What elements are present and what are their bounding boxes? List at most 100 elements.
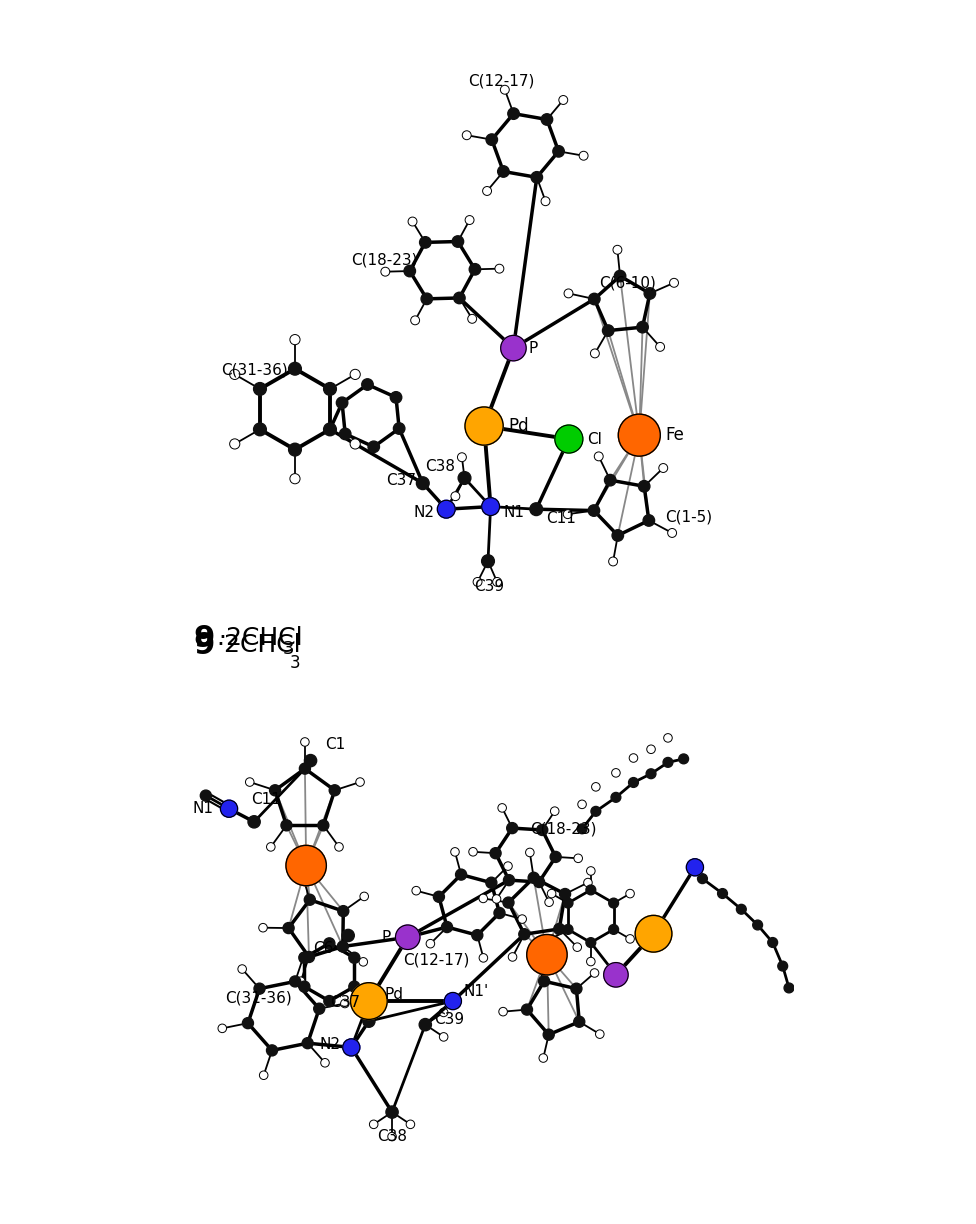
Circle shape [508, 952, 517, 961]
Circle shape [238, 965, 247, 973]
Circle shape [458, 453, 467, 461]
Circle shape [305, 895, 315, 906]
Circle shape [550, 807, 559, 815]
Text: C11: C11 [251, 792, 281, 807]
Text: 9: 9 [193, 624, 215, 652]
Circle shape [646, 769, 656, 778]
Circle shape [338, 941, 348, 952]
Circle shape [501, 86, 509, 94]
Circle shape [229, 439, 240, 449]
Circle shape [433, 891, 444, 902]
Circle shape [359, 957, 368, 966]
Circle shape [778, 961, 788, 971]
Circle shape [381, 267, 389, 277]
Circle shape [613, 245, 622, 255]
Text: N1': N1' [464, 984, 489, 999]
Text: C37: C37 [386, 472, 417, 487]
Circle shape [305, 754, 316, 766]
Circle shape [289, 362, 302, 375]
Circle shape [259, 923, 267, 931]
Circle shape [604, 962, 629, 987]
Circle shape [370, 1120, 378, 1129]
Circle shape [604, 475, 616, 486]
Circle shape [313, 1004, 325, 1015]
Circle shape [419, 1018, 431, 1031]
Circle shape [254, 424, 266, 436]
Circle shape [338, 906, 348, 917]
Circle shape [303, 1038, 313, 1049]
Circle shape [479, 953, 488, 962]
Circle shape [468, 847, 477, 856]
Circle shape [590, 968, 599, 977]
Circle shape [678, 754, 688, 764]
Circle shape [335, 842, 344, 851]
Circle shape [458, 471, 470, 485]
Circle shape [609, 557, 618, 565]
Circle shape [589, 504, 599, 517]
Circle shape [471, 930, 483, 941]
Circle shape [507, 823, 517, 834]
Circle shape [363, 1015, 375, 1027]
Circle shape [537, 825, 548, 836]
Circle shape [578, 800, 587, 809]
Circle shape [519, 929, 530, 940]
Circle shape [574, 854, 583, 863]
Circle shape [618, 414, 661, 457]
Circle shape [404, 266, 416, 277]
Circle shape [555, 425, 583, 453]
Circle shape [337, 397, 347, 409]
Circle shape [248, 815, 261, 827]
Circle shape [499, 1007, 508, 1016]
Circle shape [577, 824, 587, 834]
Circle shape [629, 777, 638, 787]
Circle shape [340, 428, 351, 439]
Circle shape [563, 898, 573, 908]
Circle shape [670, 278, 678, 288]
Circle shape [541, 197, 549, 206]
Circle shape [387, 1132, 396, 1141]
Circle shape [531, 955, 539, 963]
Circle shape [348, 952, 360, 963]
Circle shape [525, 848, 534, 857]
Circle shape [324, 383, 337, 395]
Circle shape [254, 983, 265, 994]
Circle shape [304, 951, 314, 962]
Circle shape [768, 938, 778, 947]
Circle shape [368, 441, 380, 453]
Circle shape [612, 530, 624, 541]
Circle shape [437, 501, 455, 518]
Circle shape [638, 481, 650, 492]
Circle shape [342, 929, 354, 941]
Circle shape [350, 983, 387, 1020]
Circle shape [548, 935, 556, 944]
Text: C38: C38 [425, 459, 455, 474]
Circle shape [451, 847, 460, 856]
Circle shape [469, 263, 480, 275]
Circle shape [636, 322, 648, 333]
Text: C6: C6 [313, 941, 334, 956]
Circle shape [444, 993, 462, 1010]
Circle shape [390, 392, 402, 403]
Circle shape [626, 890, 634, 898]
Circle shape [612, 769, 620, 777]
Circle shape [527, 935, 567, 974]
Circle shape [663, 758, 672, 767]
Circle shape [644, 288, 656, 299]
Circle shape [324, 995, 335, 1006]
Circle shape [573, 942, 582, 951]
Circle shape [664, 733, 672, 742]
Circle shape [360, 892, 369, 901]
Circle shape [439, 1009, 448, 1017]
Circle shape [530, 503, 543, 515]
Text: C11: C11 [546, 512, 576, 526]
Circle shape [587, 957, 595, 966]
Circle shape [269, 785, 280, 796]
Circle shape [590, 807, 601, 816]
Text: C(31-36): C(31-36) [221, 362, 287, 378]
Circle shape [466, 215, 474, 224]
Circle shape [504, 862, 512, 870]
Circle shape [393, 422, 405, 435]
Circle shape [493, 578, 502, 586]
Circle shape [290, 474, 300, 483]
Text: N2: N2 [414, 504, 434, 520]
